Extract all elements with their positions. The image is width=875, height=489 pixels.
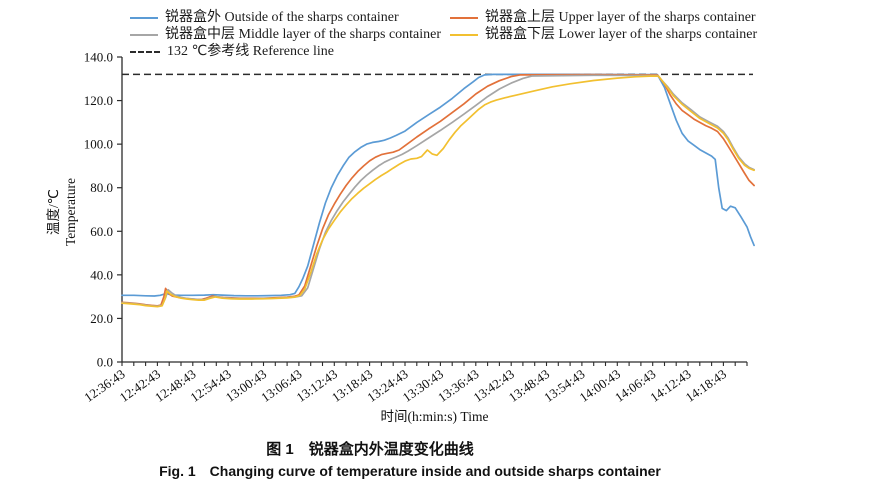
series-middle-line: [121, 74, 755, 308]
y-tick-label: 80.0: [90, 180, 113, 195]
legend-item-outside: 锐器盒外 Outside of the sharps container: [130, 10, 399, 26]
upper-line-swatch-icon: [450, 17, 478, 19]
series-lower-line: [121, 75, 755, 308]
legend-label-lower: 锐器盒下层 Lower layer of the sharps containe…: [485, 27, 758, 42]
y-axis-title-en: Temperature: [63, 178, 78, 247]
y-tick-label: 40.0: [90, 267, 113, 282]
legend-label-middle: 锐器盒中层 Middle layer of the sharps contain…: [165, 27, 442, 42]
middle-line-swatch-icon: [130, 34, 158, 36]
reference-line-swatch-icon: [130, 51, 160, 53]
y-tick-label: 140.0: [84, 50, 113, 65]
y-tick-label: 20.0: [90, 311, 113, 326]
legend-item-reference: 132 ℃参考线 Reference line: [130, 44, 334, 60]
x-axis-title: 时间(h:min:s) Time: [380, 409, 489, 424]
legend-item-lower: 锐器盒下层 Lower layer of the sharps containe…: [450, 27, 757, 43]
legend-label-upper: 锐器盒上层 Upper layer of the sharps containe…: [485, 10, 756, 25]
y-tick-label: 0.0: [97, 355, 113, 370]
figure-caption-chinese: 图 1 锐器盒内外温度变化曲线: [266, 441, 474, 458]
y-tick-label: 120.0: [84, 93, 113, 108]
legend-item-upper: 锐器盒上层 Upper layer of the sharps containe…: [450, 10, 756, 26]
y-tick-label: 60.0: [90, 224, 113, 239]
legend-label-outside: 锐器盒外 Outside of the sharps container: [165, 10, 399, 25]
y-tick-label: 100.0: [84, 137, 113, 152]
figure-caption-english: Fig. 1 Changing curve of temperature ins…: [159, 463, 661, 479]
y-axis-title: 温度/℃ Temperature: [45, 132, 79, 292]
legend-label-reference: 132 ℃参考线 Reference line: [167, 44, 334, 59]
y-axis-title-zh: 温度/℃: [46, 189, 61, 235]
lower-line-swatch-icon: [450, 34, 478, 36]
temperature-line-chart: 0.020.040.060.080.0100.0120.0140.012:36:…: [81, 50, 755, 405]
legend-item-middle: 锐器盒中层 Middle layer of the sharps contain…: [130, 27, 441, 43]
series-outside-line: [121, 73, 755, 297]
outside-line-swatch-icon: [130, 17, 158, 19]
x-tick-label: 14:18:43: [683, 366, 729, 405]
